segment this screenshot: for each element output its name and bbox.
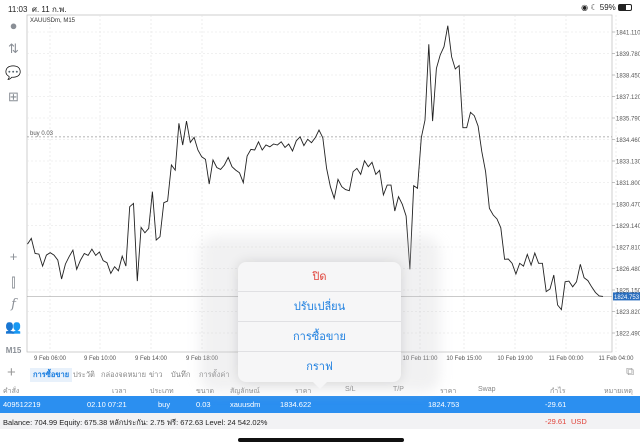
x-tick-label: 9 Feb 18:00 bbox=[186, 356, 219, 362]
home-indicator bbox=[238, 438, 404, 442]
col-comment: หมายเหตุ bbox=[604, 388, 633, 395]
y-tick-label: 1835.790 bbox=[616, 117, 640, 123]
battery-level: 59% bbox=[599, 3, 616, 12]
col-type: ประเภท bbox=[150, 388, 174, 395]
tab-news[interactable]: ข่าว bbox=[149, 370, 163, 379]
current-price-tag bbox=[613, 292, 640, 301]
x-tick-label: 9 Feb 06:00 bbox=[34, 356, 67, 362]
col-size: ขนาด bbox=[196, 388, 215, 395]
col-price: ราคา bbox=[440, 388, 457, 395]
chart-toolbar: ● ⇅ 💬 ⊞ + ⫿ f 👥 M15 bbox=[0, 14, 27, 364]
menu-trade[interactable]: การซื้อขาย bbox=[238, 322, 401, 352]
function-icon[interactable]: f bbox=[11, 297, 16, 312]
status-date: ศ. 11 ก.พ. bbox=[31, 5, 67, 14]
y-tick-label: 1831.800 bbox=[616, 181, 640, 187]
col-tp: T/P bbox=[393, 386, 404, 393]
tab-mailbox[interactable]: กล่องจดหมาย bbox=[101, 370, 147, 379]
layout-icon[interactable]: ⧉ bbox=[626, 366, 634, 378]
price-line bbox=[27, 25, 604, 311]
status-bar: 11:03 ศ. 11 ก.พ. ◉ ☾ 59% bbox=[0, 0, 640, 14]
chat-icon[interactable]: 💬 bbox=[5, 65, 22, 80]
wifi-icon: ◉ bbox=[581, 3, 589, 12]
moon-icon: ☾ bbox=[590, 3, 598, 12]
tab-settings[interactable]: การตั้งค่า bbox=[199, 370, 230, 379]
menu-chart[interactable]: กราฟ bbox=[306, 361, 333, 373]
total-profit: -29.61 bbox=[545, 417, 567, 426]
tab-history[interactable]: ประวัติ bbox=[73, 370, 95, 379]
popup-arrow bbox=[312, 381, 328, 389]
table-header: คำสั่ง เวลา ประเภท ขนาด สัญลักษณ์ ราคา S… bbox=[0, 383, 640, 396]
y-tick-label: 1833.130 bbox=[616, 160, 640, 166]
battery-icon bbox=[618, 4, 632, 12]
y-tick-label: 1826.480 bbox=[616, 267, 640, 273]
y-tick-label: 1823.820 bbox=[616, 310, 640, 316]
current-price-label: 1824.753 bbox=[614, 295, 640, 301]
y-tick-label: 1834.460 bbox=[616, 138, 640, 144]
order-context-menu: ปิด ปรับเปลี่ยน การซื้อขาย กราฟ bbox=[238, 262, 401, 382]
col-symbol: สัญลักษณ์ bbox=[230, 388, 260, 395]
status-time: 11:03 bbox=[8, 5, 28, 14]
y-tick-label: 1837.120 bbox=[616, 95, 640, 101]
people-icon[interactable]: 👥 bbox=[5, 319, 22, 334]
menu-close-order[interactable]: ปิด bbox=[238, 262, 401, 292]
y-tick-label: 1839.780 bbox=[616, 52, 640, 58]
x-tick-label: 11 Feb 00:00 bbox=[549, 356, 585, 362]
table-row[interactable]: 409512219 02.10 07:21 buy 0.03 xauusdm 1… bbox=[0, 396, 640, 413]
menu-modify-order[interactable]: ปรับเปลี่ยน bbox=[238, 292, 401, 322]
x-tick-label: 9 Feb 10:00 bbox=[84, 356, 117, 362]
x-tick-label: 11 Feb 04:00 bbox=[599, 356, 635, 362]
y-tick-label: 1822.490 bbox=[616, 332, 640, 338]
chart-title: XAUUSDm, M15 bbox=[30, 18, 76, 24]
tab-journal[interactable]: บันทึก bbox=[171, 370, 191, 379]
trade-arrows-icon[interactable]: ⇅ bbox=[8, 41, 19, 56]
y-tick-label: 1841.110 bbox=[616, 31, 640, 37]
col-open-price: ราคา bbox=[295, 388, 312, 395]
currency: USD bbox=[571, 417, 587, 426]
y-tick-label: 1830.470 bbox=[616, 203, 640, 209]
col-time: เวลา bbox=[112, 388, 127, 395]
col-profit: กำไร bbox=[550, 388, 566, 395]
col-sl: S/L bbox=[345, 386, 356, 393]
terminal-tabs: + การซื้อขาย ประวัติ กล่องจดหมาย ข่าว บั… bbox=[0, 364, 640, 382]
x-tick-label: 10 Feb 19:00 bbox=[497, 356, 533, 362]
buy-order-label: buy 0.03 bbox=[30, 131, 54, 137]
crosshair-icon[interactable]: + bbox=[9, 249, 18, 264]
balance-summary: Balance: 704.99 Equity: 675.38 หลักประกั… bbox=[3, 418, 268, 427]
col-swap: Swap bbox=[478, 386, 496, 393]
x-tick-label: 9 Feb 14:00 bbox=[135, 356, 168, 362]
candlestick-icon[interactable]: ⫿ bbox=[11, 275, 16, 290]
x-tick-label: 10 Feb 11:00 bbox=[403, 356, 439, 362]
new-document-icon[interactable]: ⊞ bbox=[8, 89, 19, 104]
col-order: คำสั่ง bbox=[3, 388, 20, 395]
y-tick-label: 1825.150 bbox=[616, 289, 640, 295]
tab-trade[interactable]: การซื้อขาย bbox=[30, 368, 73, 382]
y-tick-label: 1829.140 bbox=[616, 224, 640, 230]
y-tick-label: 1838.450 bbox=[616, 74, 640, 80]
x-tick-label: 10 Feb 15:00 bbox=[446, 356, 482, 362]
y-tick-label: 1827.810 bbox=[616, 246, 640, 252]
plus-icon[interactable]: + bbox=[7, 364, 16, 381]
timeframe-button[interactable]: M15 bbox=[5, 346, 22, 355]
account-icon[interactable]: ● bbox=[9, 18, 18, 33]
balance-bar: Balance: 704.99 Equity: 675.38 หลักประกั… bbox=[0, 413, 640, 429]
